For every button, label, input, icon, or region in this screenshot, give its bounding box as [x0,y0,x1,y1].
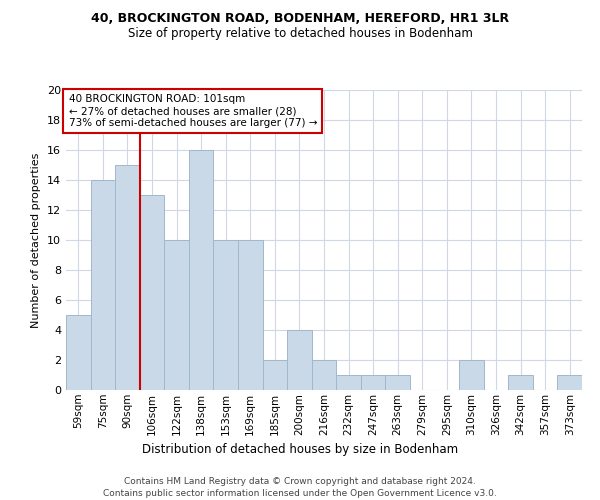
Bar [312,360,336,390]
Bar [459,360,484,390]
Bar [189,150,214,390]
Bar [164,240,189,390]
Bar [238,240,263,390]
Bar [385,375,410,390]
Bar [361,375,385,390]
Text: Distribution of detached houses by size in Bodenham: Distribution of detached houses by size … [142,442,458,456]
Text: 40 BROCKINGTON ROAD: 101sqm
← 27% of detached houses are smaller (28)
73% of sem: 40 BROCKINGTON ROAD: 101sqm ← 27% of det… [68,94,317,128]
Bar [263,360,287,390]
Text: Contains HM Land Registry data © Crown copyright and database right 2024.: Contains HM Land Registry data © Crown c… [124,478,476,486]
Y-axis label: Number of detached properties: Number of detached properties [31,152,41,328]
Text: Size of property relative to detached houses in Bodenham: Size of property relative to detached ho… [128,28,472,40]
Bar [336,375,361,390]
Bar [91,180,115,390]
Bar [115,165,140,390]
Bar [287,330,312,390]
Bar [508,375,533,390]
Bar [140,195,164,390]
Bar [214,240,238,390]
Text: Contains public sector information licensed under the Open Government Licence v3: Contains public sector information licen… [103,489,497,498]
Text: 40, BROCKINGTON ROAD, BODENHAM, HEREFORD, HR1 3LR: 40, BROCKINGTON ROAD, BODENHAM, HEREFORD… [91,12,509,26]
Bar [557,375,582,390]
Bar [66,315,91,390]
